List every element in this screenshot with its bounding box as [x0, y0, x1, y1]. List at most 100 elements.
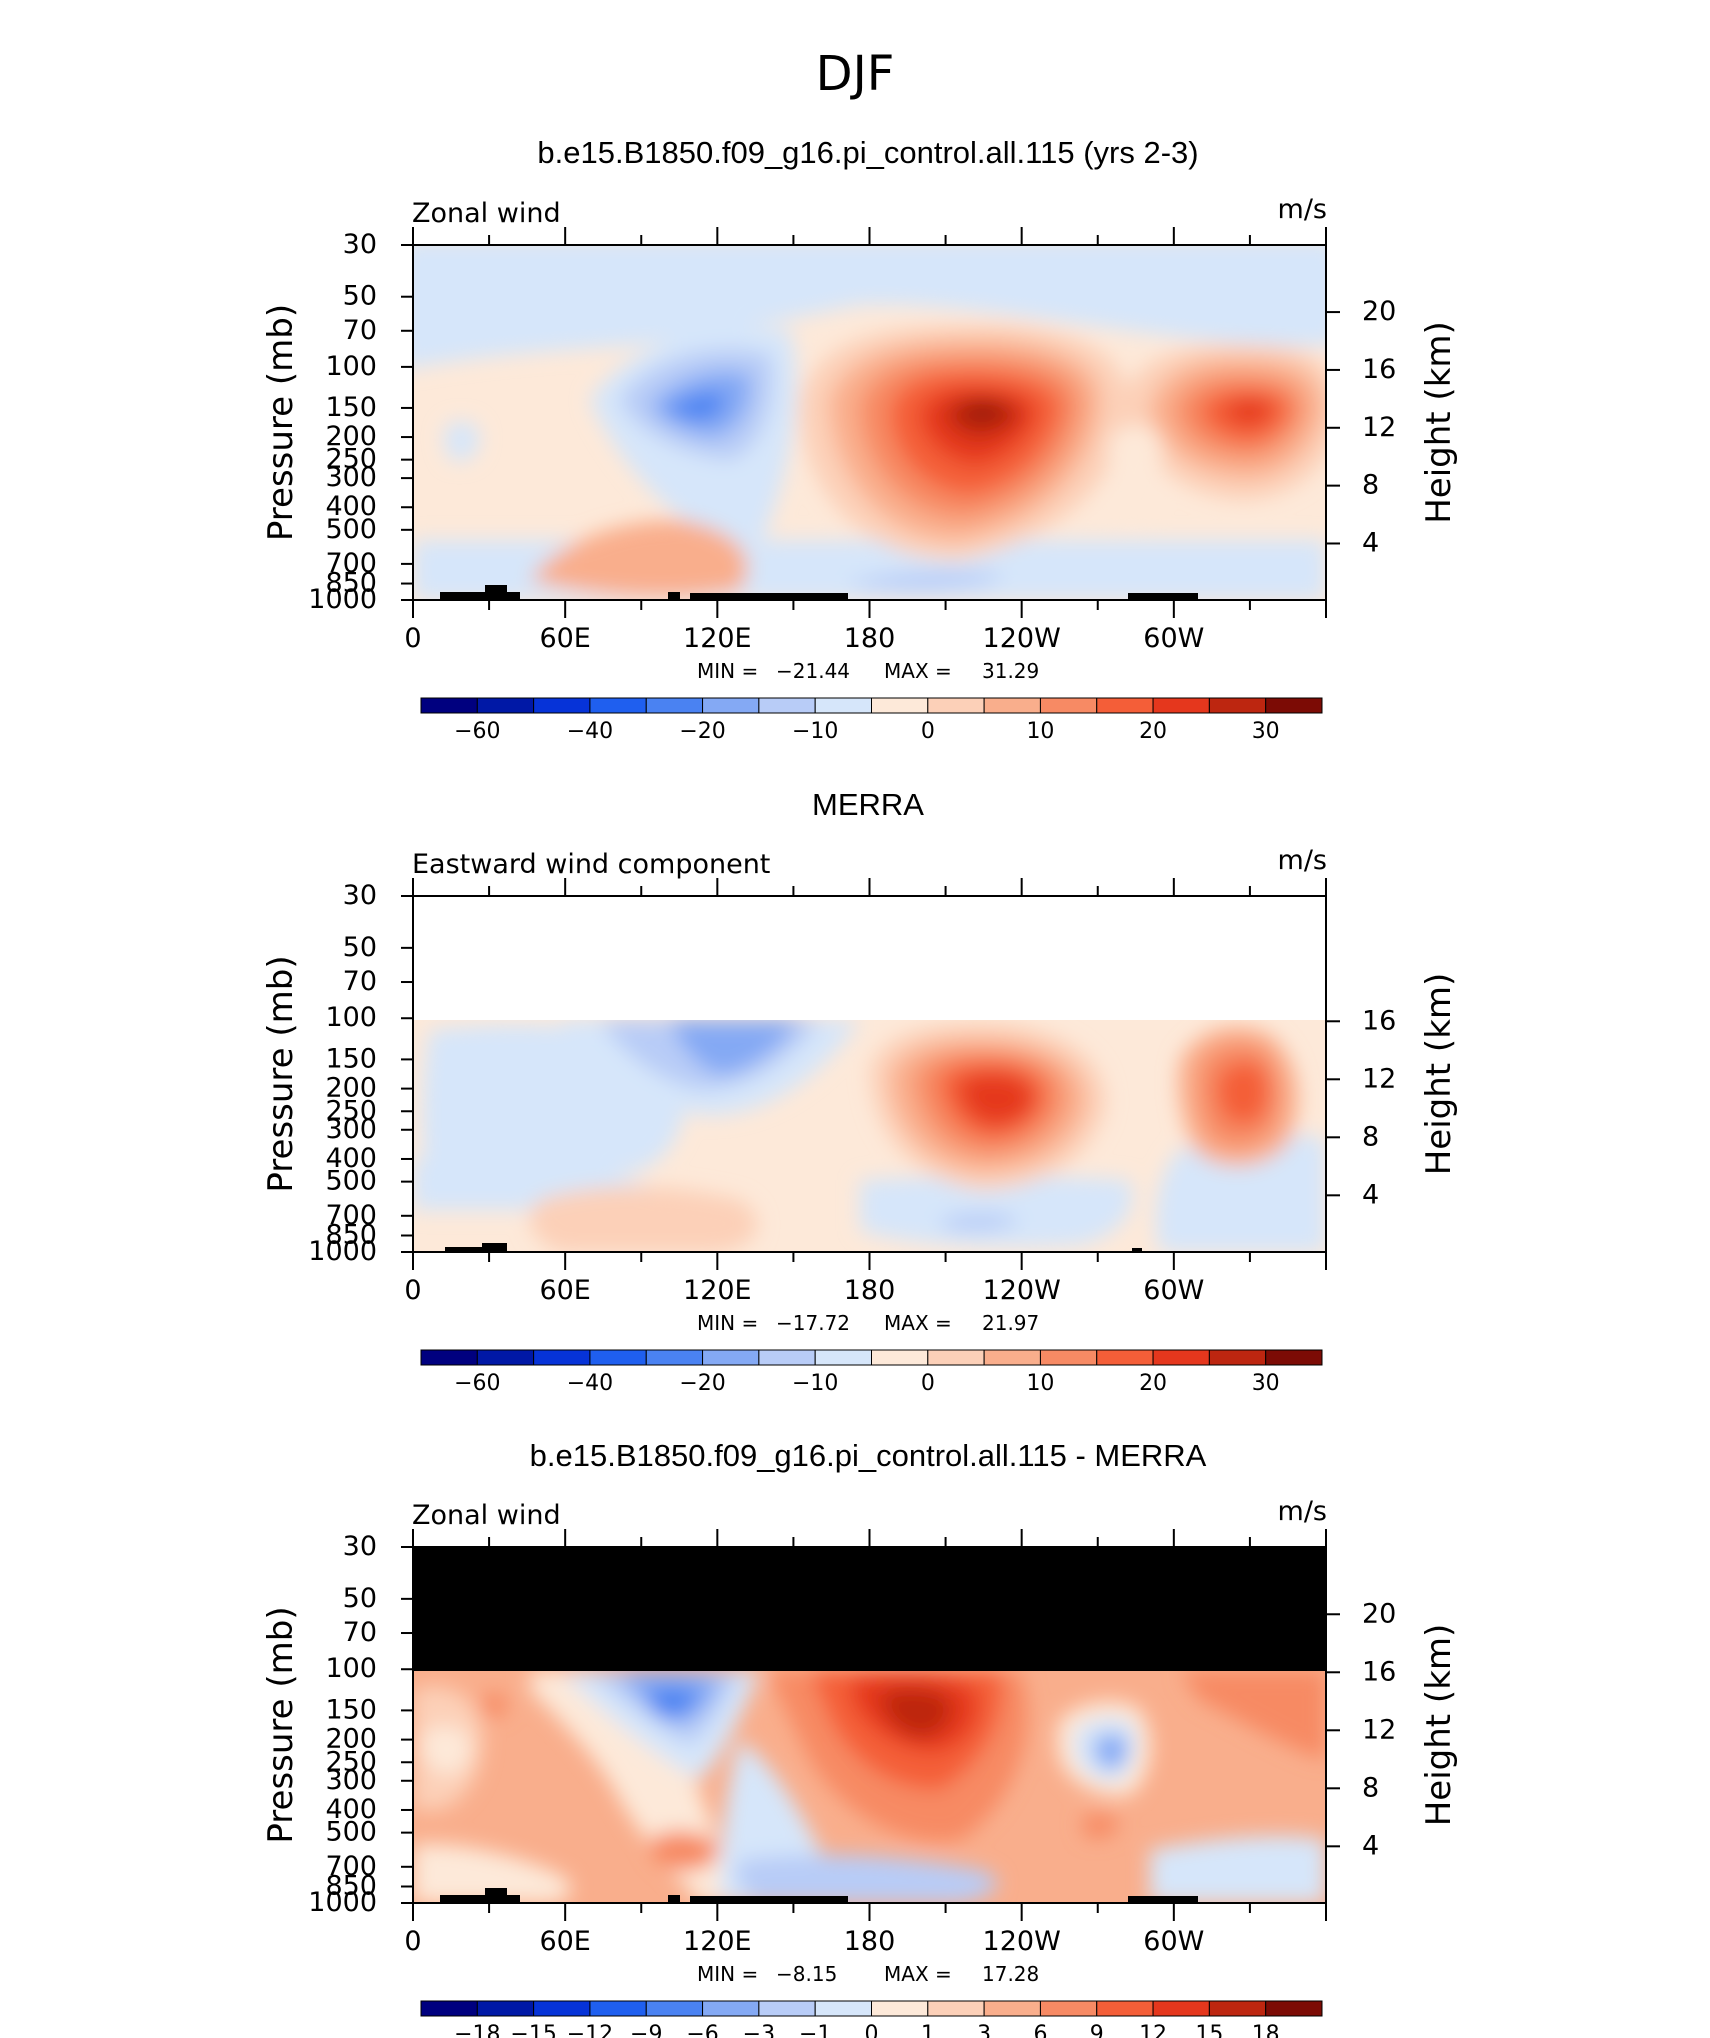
pressure-tick-label: 150 — [325, 392, 377, 423]
panel-3: b.e15.B1850.f09_g16.pi_control.all.115 -… — [261, 1438, 1459, 2038]
panel-1-easterly-region — [845, 571, 1005, 590]
min-label: MIN = — [697, 1311, 758, 1335]
colorbar-swatch — [871, 1349, 929, 1366]
panel-1-jet-core — [960, 406, 1005, 418]
height-tick-label: 4 — [1362, 1830, 1379, 1861]
lon-tick-label: 180 — [844, 1275, 896, 1306]
lon-tick-label: 0 — [404, 1926, 421, 1957]
land-segment — [690, 1896, 848, 1903]
pressure-tick-label: 50 — [343, 281, 377, 312]
panel-1-units: m/s — [1278, 194, 1327, 225]
pressure-tick-label: 700 — [325, 1851, 377, 1882]
colorbar-label: 3 — [977, 2022, 991, 2038]
lon-tick-label: 60W — [1143, 1926, 1204, 1957]
panel-2-units: m/s — [1278, 845, 1327, 876]
height-tick-label: 20 — [1362, 296, 1396, 327]
land-segment — [1128, 593, 1198, 600]
panel-3-positive-region — [1180, 1671, 1326, 1760]
colorbar-label: 20 — [1139, 1371, 1167, 1396]
max-value: 21.97 — [982, 1311, 1039, 1335]
colorbar-swatch — [702, 697, 760, 714]
panel-3-negative-region — [1150, 1835, 1326, 1903]
pressure-tick-label: 850 — [325, 1220, 377, 1251]
lon-tick-label: 120W — [983, 1275, 1061, 1306]
height-tick-label: 8 — [1362, 470, 1379, 501]
panel-1-title: b.e15.B1850.f09_g16.pi_control.all.115 (… — [537, 135, 1198, 170]
lon-tick-label: 60E — [539, 623, 590, 654]
pressure-tick-label: 30 — [343, 880, 377, 911]
colorbar-label: 6 — [1033, 2022, 1047, 2038]
colorbar-swatch — [983, 2000, 1041, 2017]
colorbar-label: −60 — [454, 1371, 500, 1396]
colorbar-label: 10 — [1026, 1371, 1054, 1396]
colorbar-swatch — [589, 1349, 647, 1366]
y2-axis-label: Height (km) — [1419, 973, 1459, 1176]
colorbar-label: −20 — [679, 1371, 725, 1396]
colorbar-swatch — [702, 2000, 760, 2017]
colorbar-swatch — [927, 2000, 985, 2017]
lon-tick-label: 60W — [1143, 623, 1204, 654]
colorbar-label: 18 — [1252, 2022, 1280, 2038]
panel-1-stratosphere-easterly — [413, 245, 1326, 368]
pressure-tick-label: 1000 — [308, 1887, 377, 1918]
panel-3-field — [413, 1671, 1326, 1903]
pressure-tick-label: 100 — [325, 1653, 377, 1684]
colorbar-swatch — [645, 1349, 704, 1366]
colorbar-swatch — [1039, 2000, 1098, 2017]
colorbar-swatch — [983, 1349, 1041, 1366]
panel-1-field — [413, 245, 1326, 600]
panel-2: MERRA Eastward wind component m/s — [261, 787, 1459, 1396]
colorbar-swatch — [1208, 2000, 1267, 2017]
lon-tick-label: 120E — [683, 1926, 752, 1957]
lon-tick-label: 0 — [404, 1275, 421, 1306]
lon-tick-label: 60W — [1143, 1275, 1204, 1306]
colorbar-label: −3 — [743, 2022, 775, 2038]
height-tick-label: 12 — [1362, 1714, 1396, 1745]
panel-3-variable-label: Zonal wind — [412, 1500, 561, 1531]
pressure-tick-label: 50 — [343, 1583, 377, 1614]
pressure-tick-label: 400 — [325, 1794, 377, 1825]
colorbar-label: −20 — [679, 719, 725, 744]
colorbar-label: 20 — [1139, 719, 1167, 744]
panel-3-units: m/s — [1278, 1496, 1327, 1527]
colorbar-label: −12 — [567, 2022, 613, 2038]
height-tick-label: 8 — [1362, 1772, 1379, 1803]
panel-2-land-mask — [445, 1243, 1142, 1252]
lon-tick-label: 180 — [844, 1926, 896, 1957]
colorbar-swatch — [1208, 697, 1267, 714]
panel-3-weak-region — [413, 1844, 571, 1903]
pressure-tick-label: 400 — [325, 1143, 377, 1174]
y-axis-label: Pressure (mb) — [261, 955, 301, 1192]
colorbar-swatch — [814, 2000, 872, 2017]
height-tick-label: 4 — [1362, 527, 1379, 558]
panel-3-negative-region — [736, 1854, 998, 1903]
y-axis-label: Pressure (mb) — [261, 304, 301, 541]
panel-3-title: b.e15.B1850.f09_g16.pi_control.all.115 -… — [530, 1438, 1207, 1473]
panel-2-title: MERRA — [812, 787, 924, 822]
land-segment — [482, 1243, 507, 1252]
height-tick-label: 16 — [1362, 1005, 1396, 1036]
land-segment — [1132, 1248, 1142, 1252]
colorbar-label: −6 — [686, 2022, 718, 2038]
colorbar-label: 30 — [1252, 719, 1280, 744]
max-label: MAX = — [884, 1311, 952, 1335]
land-segment — [690, 593, 848, 600]
pressure-tick-label: 70 — [343, 966, 377, 997]
pressure-tick-label: 30 — [343, 1531, 377, 1562]
lon-tick-label: 60E — [539, 1926, 590, 1957]
max-label: MAX = — [884, 659, 952, 683]
panel-3-negative-core — [1094, 1733, 1128, 1770]
lon-tick-label: 180 — [844, 623, 896, 654]
colorbar-swatch — [533, 2000, 591, 2017]
colorbar-swatch — [1152, 697, 1210, 714]
pressure-tick-label: 50 — [343, 932, 377, 963]
panel-1-jet-contour — [945, 396, 1020, 438]
max-value: 31.29 — [982, 659, 1039, 683]
panel-2-easterly-core — [670, 1020, 800, 1075]
colorbar-label: 30 — [1252, 1371, 1280, 1396]
panel-1-easterly-region — [443, 420, 480, 462]
pressure-tick-label: 30 — [343, 229, 377, 260]
panel-3-positive-region — [649, 1831, 720, 1871]
